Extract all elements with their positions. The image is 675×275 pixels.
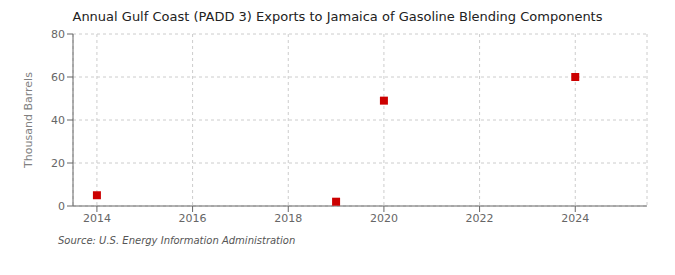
html-text:Annual Gulf Coast (PADD 3) Exp: Annual Gulf Coast (PADD 3) Exports to Ja…: [72, 9, 603, 24]
svg-text:2018: 2018: [274, 212, 302, 225]
svg-text:80: 80: [51, 28, 65, 41]
svg-text:2014: 2014: [83, 212, 111, 225]
svg-text:40: 40: [51, 114, 65, 127]
svg-text:2022: 2022: [466, 212, 494, 225]
svg-text:Thousand Barrels: Thousand Barrels: [22, 72, 35, 169]
svg-text:2016: 2016: [179, 212, 207, 225]
html-text:Source: U.S. Energy Informatio: Source: U.S. Energy Information Administ…: [58, 235, 296, 246]
svg-text:0: 0: [58, 200, 65, 213]
svg-text:2020: 2020: [370, 212, 398, 225]
svg-text:60: 60: [51, 71, 65, 84]
svg-text:20: 20: [51, 157, 65, 170]
svg-text:2024: 2024: [561, 212, 589, 225]
